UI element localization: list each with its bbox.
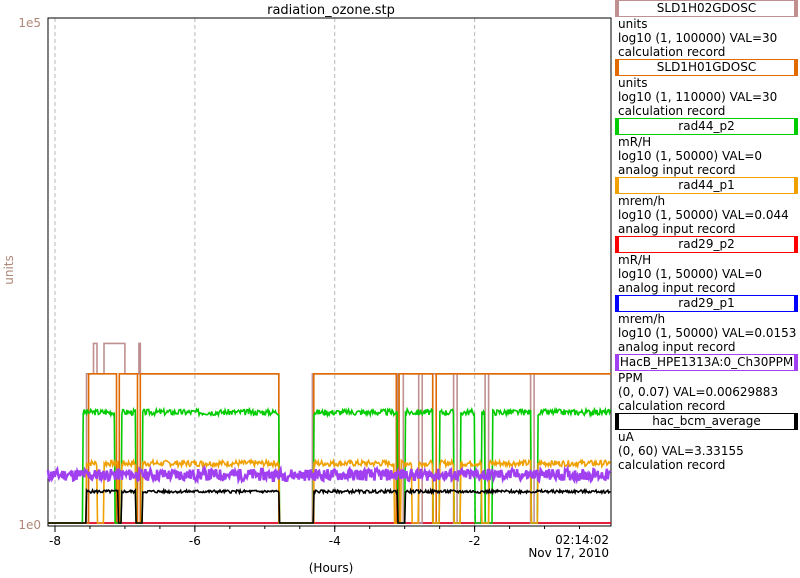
legend-item: HacB_HPE1313A:0_Ch30PPM PPM (0, 0.07) VAL=… — [614, 354, 800, 413]
legend-item: hac_bcm_average uA (0, 60) VAL=3.33155 calc… — [614, 413, 800, 472]
legend-detail-line: PPM — [618, 371, 643, 385]
x-tick-label: -4 — [329, 534, 341, 548]
y-tick-label-bottom: 1e0 — [18, 518, 41, 532]
timestamp-date: Nov 17, 2010 — [528, 546, 609, 560]
legend-series-name: hac_bcm_average — [615, 413, 798, 430]
legend-detail-line: analog input record — [618, 163, 736, 177]
legend-detail-line: analog input record — [618, 281, 736, 295]
legend-detail-line: mrem/h — [618, 194, 666, 208]
legend-detail-line: (0, 60) VAL=3.33155 — [618, 444, 744, 458]
legend-detail-line: mrem/h — [618, 312, 666, 326]
legend-detail-line: calculation record — [618, 45, 726, 59]
x-tick-label: -2 — [469, 534, 481, 548]
x-tick-label: -8 — [49, 534, 61, 548]
y-tick-label-top: 1e5 — [18, 16, 41, 30]
legend-series-name: SLD1H01GDOSC — [615, 59, 798, 76]
legend-series-name: rad29_p2 — [615, 236, 798, 253]
legend-series-name: rad29_p1 — [615, 295, 798, 312]
x-axis: -8 -6 -4 -2 — [49, 526, 581, 548]
legend-detail-line: log10 (1, 110000) VAL=30 — [618, 90, 778, 104]
legend-detail-line: calculation record — [618, 104, 726, 118]
legend-series-name: rad44_p2 — [615, 118, 798, 135]
legend: SLD1H02GDOSC units log10 (1, 100000) VAL=3… — [614, 0, 800, 472]
legend-detail-line: units — [618, 76, 648, 90]
legend-detail-line: log10 (1, 50000) VAL=0.044 — [618, 208, 789, 222]
plot-frame — [47, 17, 612, 527]
chart-title: radiation_ozone.stp — [267, 3, 395, 18]
grid-lines — [54, 18, 476, 526]
legend-detail-line: uA — [618, 430, 634, 444]
legend-detail-line: log10 (1, 50000) VAL=0.0153 — [618, 326, 797, 340]
timestamp-time: 02:14:02 — [555, 533, 609, 547]
x-axis-label: (Hours) — [309, 561, 354, 575]
legend-detail-line: calculation record — [618, 458, 726, 472]
legend-detail-line: mR/H — [618, 253, 652, 267]
legend-series-name: HacB_HPE1313A:0_Ch30PPM — [615, 354, 798, 371]
legend-detail-line: analog input record — [618, 340, 736, 354]
legend-item: rad29_p1 mrem/h log10 (1, 50000) VAL=0.015… — [614, 295, 800, 354]
legend-detail-line: log10 (1, 100000) VAL=30 — [618, 31, 778, 45]
legend-item: SLD1H01GDOSC units log10 (1, 110000) VAL=3… — [614, 59, 800, 118]
legend-detail-line: mR/H — [618, 135, 652, 149]
series-group — [46, 342, 612, 524]
legend-detail-line: analog input record — [618, 222, 736, 236]
x-tick-label: -6 — [189, 534, 201, 548]
series-line-hacb-hpe1313a-0-ch30ppm — [46, 464, 612, 485]
legend-item: rad44_p1 mrem/h log10 (1, 50000) VAL=0.044… — [614, 177, 800, 236]
legend-item: rad29_p2 mR/H log10 (1, 50000) VAL=0 analog… — [614, 236, 800, 295]
legend-series-name: SLD1H02GDOSC — [615, 0, 798, 17]
legend-detail-line: (0, 0.07) VAL=0.00629883 — [618, 385, 779, 399]
series-line-sld1h01gdosc — [48, 373, 611, 524]
legend-detail-line: units — [618, 17, 648, 31]
legend-series-name: rad44_p1 — [615, 177, 798, 194]
series-line-hac-bcm-average — [48, 487, 611, 524]
legend-detail-line: calculation record — [618, 399, 726, 413]
legend-item: rad44_p2 mR/H log10 (1, 50000) VAL=0 analog… — [614, 118, 800, 177]
y-axis-label: units — [2, 255, 16, 285]
legend-item: SLD1H02GDOSC units log10 (1, 100000) VAL=3… — [614, 0, 800, 59]
legend-detail-line: log10 (1, 50000) VAL=0 — [618, 149, 763, 163]
series-line-sld1h02gdosc — [48, 342, 611, 524]
legend-detail-line: log10 (1, 50000) VAL=0 — [618, 267, 763, 281]
